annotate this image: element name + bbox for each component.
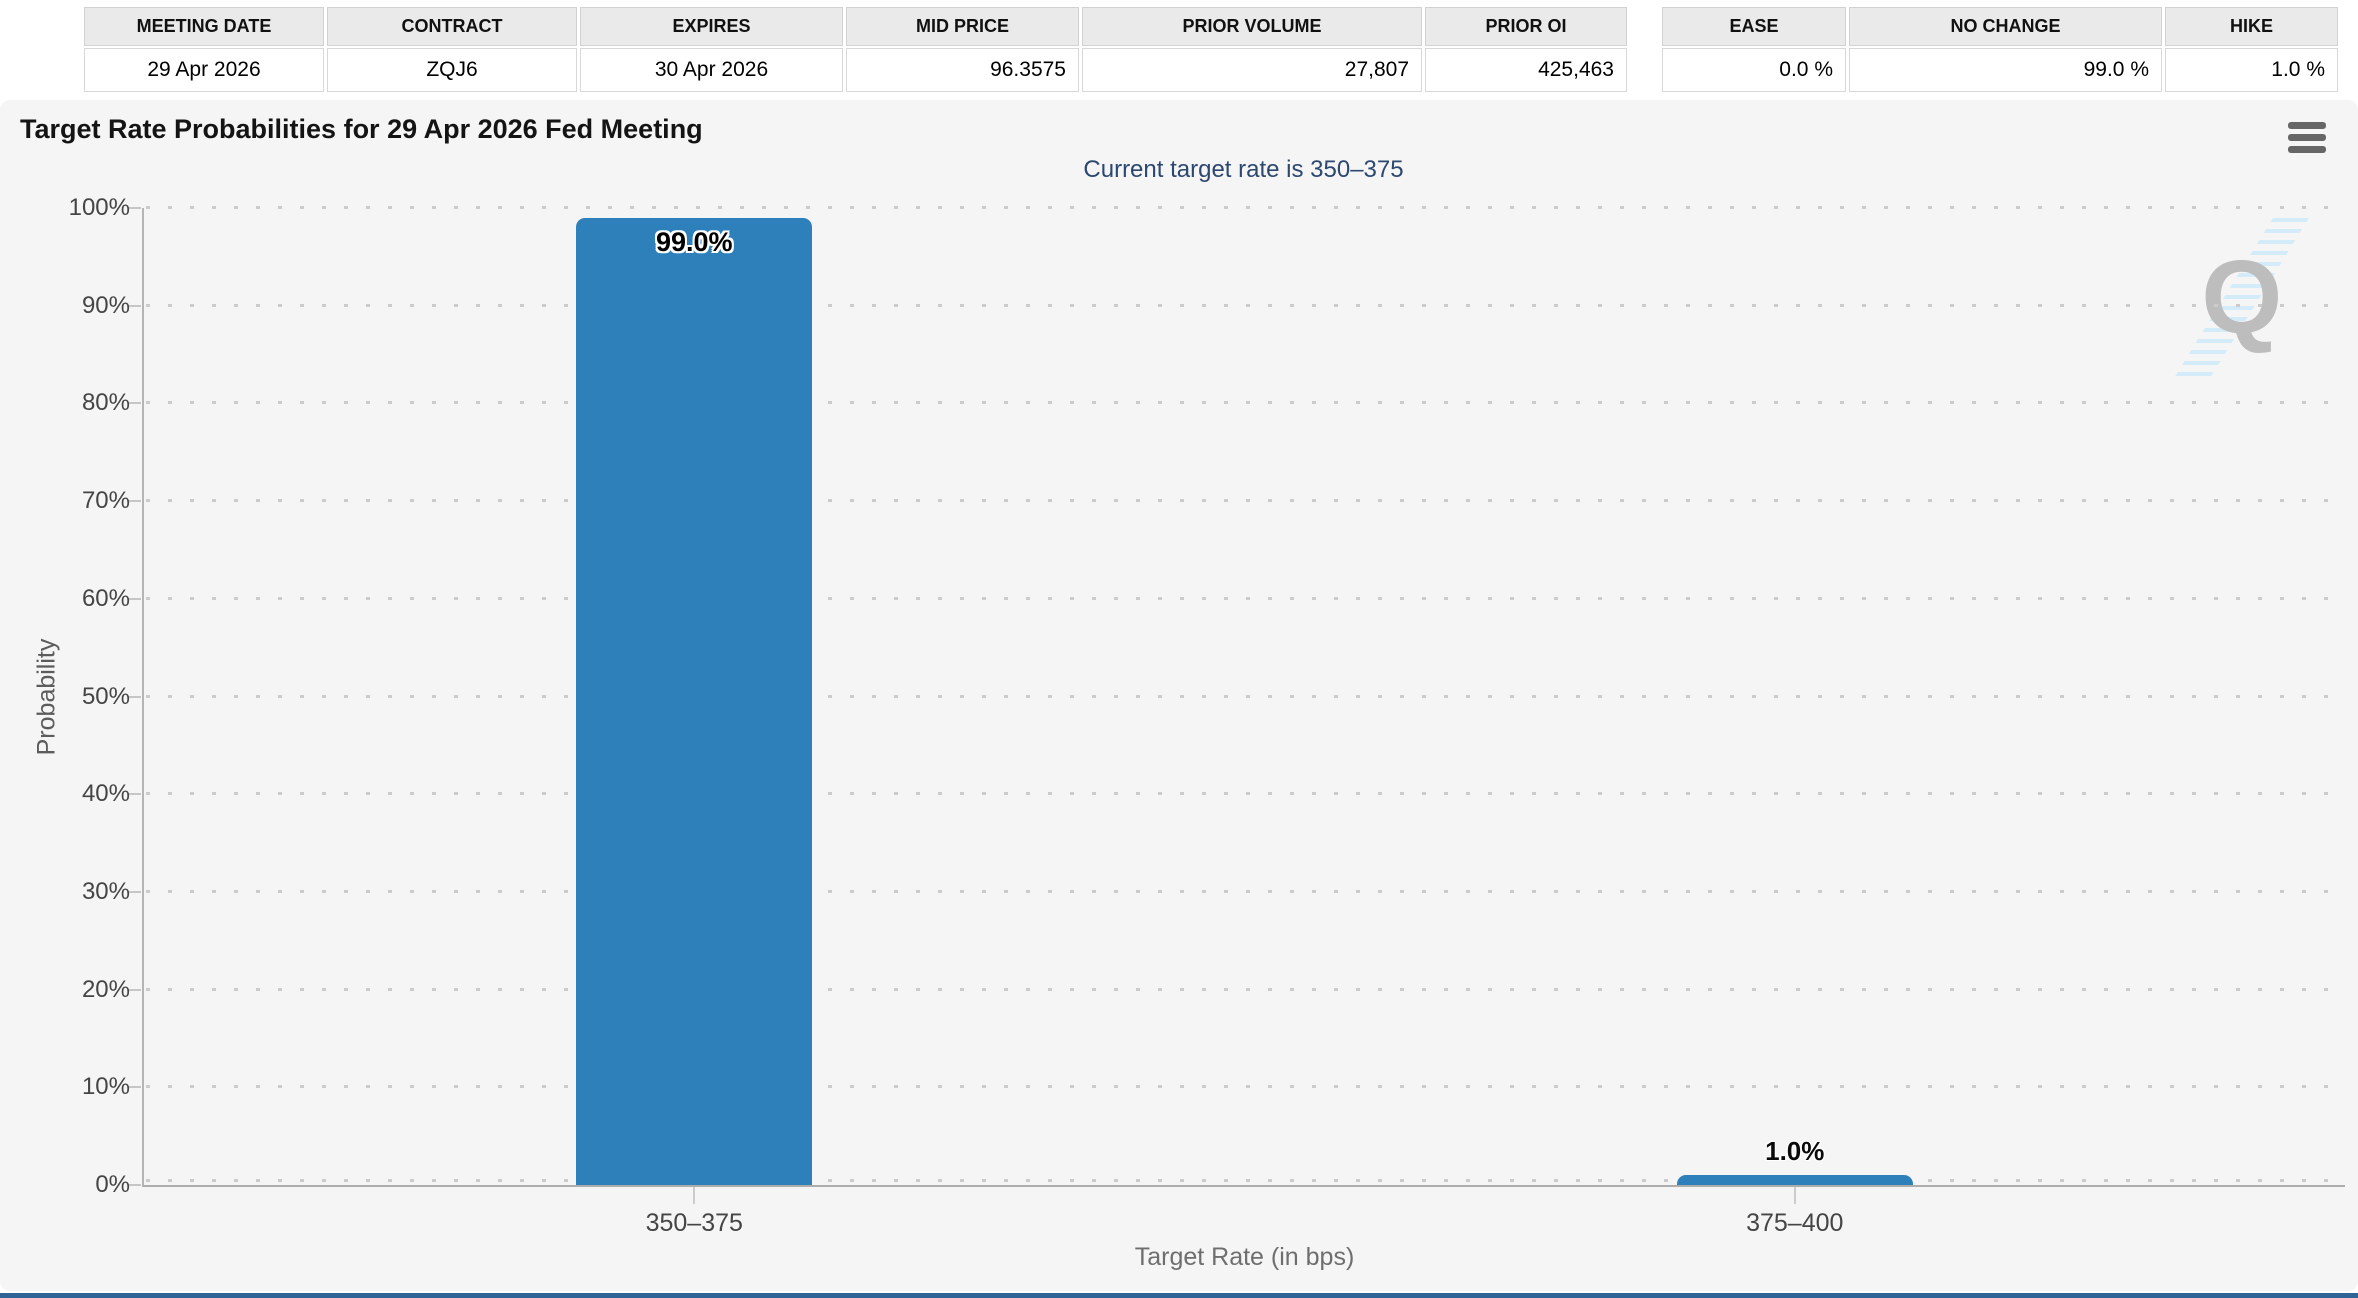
expires-value: 30 Apr 2026 bbox=[580, 48, 843, 92]
column-header-hike: HIKE bbox=[2165, 7, 2338, 46]
meeting-date-value: 29 Apr 2026 bbox=[84, 48, 324, 92]
y-axis-tick bbox=[128, 207, 141, 209]
quikstrike-watermark: Q bbox=[2162, 218, 2312, 378]
y-axis-tick-label: 100% bbox=[68, 194, 130, 221]
y-axis-tick bbox=[128, 890, 141, 893]
no-change-probability-value: 99.0 % bbox=[1849, 48, 2162, 92]
y-axis-tick bbox=[128, 695, 141, 698]
gridline bbox=[146, 303, 2345, 307]
y-axis-tick-label: 80% bbox=[81, 389, 130, 417]
column-header-prior-volume: PRIOR VOLUME bbox=[1082, 7, 1422, 46]
gridline bbox=[146, 499, 2345, 503]
gridline bbox=[146, 1179, 2345, 1182]
table-value-row: 0.0 % 99.0 % 1.0 % bbox=[1662, 48, 2338, 92]
rate-action-probability-table: EASE NO CHANGE HIKE 0.0 % 99.0 % 1.0 % bbox=[1659, 5, 2341, 94]
column-header-contract: CONTRACT bbox=[327, 7, 577, 46]
y-axis-tick-label: 20% bbox=[81, 975, 130, 1003]
x-axis-tick-label: 375–400 bbox=[1746, 1209, 1844, 1237]
column-header-meeting-date: MEETING DATE bbox=[84, 7, 324, 46]
gridline bbox=[146, 792, 2345, 796]
bar-value-label: 99.0% bbox=[655, 226, 733, 257]
y-axis-tick bbox=[128, 793, 141, 796]
x-axis-title: Target Rate (in bps) bbox=[1134, 1243, 1355, 1271]
chart-subtitle: Current target rate is 350–375 bbox=[1083, 156, 1404, 183]
mid-price-value: 96.3575 bbox=[846, 48, 1079, 92]
column-header-mid-price: MID PRICE bbox=[846, 7, 1079, 46]
y-axis-tick bbox=[128, 500, 141, 503]
y-axis-tick bbox=[128, 597, 141, 600]
gridline bbox=[146, 694, 2345, 698]
gridline bbox=[146, 596, 2345, 600]
y-axis-tick-label: 30% bbox=[81, 877, 130, 905]
gridline bbox=[146, 206, 2345, 209]
chart-title: Target Rate Probabilities for 29 Apr 202… bbox=[20, 114, 703, 144]
watermark-q-letter: Q bbox=[2201, 239, 2283, 356]
column-header-ease: EASE bbox=[1662, 7, 1846, 46]
plot-area: Probability Target Rate (in bps) 0% 10% 20… bbox=[33, 195, 2345, 1271]
gridline bbox=[146, 1085, 2345, 1089]
chart-panel: Target Rate Probabilities for 29 Apr 202… bbox=[0, 100, 2358, 1291]
y-axis-tick-label: 90% bbox=[81, 291, 130, 319]
prior-oi-value: 425,463 bbox=[1425, 48, 1627, 92]
gridline bbox=[146, 401, 2345, 405]
hike-probability-value: 1.0 % bbox=[2165, 48, 2338, 92]
y-axis-tick-label: 10% bbox=[81, 1073, 130, 1101]
y-axis-tick-label: 70% bbox=[81, 487, 130, 515]
y-axis-tick bbox=[128, 402, 141, 405]
hamburger-menu-icon[interactable] bbox=[2288, 122, 2326, 158]
ease-probability-value: 0.0 % bbox=[1662, 48, 1846, 92]
gridline bbox=[146, 987, 2345, 991]
prior-volume-value: 27,807 bbox=[1082, 48, 1422, 92]
bottom-accent-bar bbox=[0, 1293, 2358, 1298]
x-axis-tick-label: 350–375 bbox=[645, 1209, 743, 1237]
table-header-row: MEETING DATE CONTRACT EXPIRES MID PRICE … bbox=[84, 7, 1627, 46]
y-axis-tick-label: 40% bbox=[81, 780, 130, 808]
bar-value-label: 1.0% bbox=[1765, 1136, 1825, 1167]
x-axis-tick bbox=[693, 1187, 696, 1204]
probability-bar[interactable]: 1.0% bbox=[1676, 1136, 1913, 1185]
y-axis-tick-label: 50% bbox=[81, 682, 130, 710]
probability-bar[interactable]: 99.0% bbox=[576, 217, 813, 1185]
column-header-no-change: NO CHANGE bbox=[1849, 7, 2162, 46]
y-axis-tick bbox=[128, 988, 141, 991]
table-header-row: EASE NO CHANGE HIKE bbox=[1662, 7, 2338, 46]
y-axis-tick bbox=[128, 1184, 141, 1186]
table-value-row: 29 Apr 2026 ZQJ6 30 Apr 2026 96.3575 27,… bbox=[84, 48, 1627, 92]
contract-value: ZQJ6 bbox=[327, 48, 577, 92]
y-axis-tick-label: 60% bbox=[81, 584, 130, 612]
y-axis-tick bbox=[128, 1086, 141, 1089]
contract-info-table: MEETING DATE CONTRACT EXPIRES MID PRICE … bbox=[81, 5, 1630, 94]
y-axis-tick bbox=[128, 304, 141, 307]
column-header-expires: EXPIRES bbox=[580, 7, 843, 46]
y-axis-tick-label: 0% bbox=[95, 1171, 130, 1198]
x-axis-tick bbox=[1793, 1187, 1796, 1204]
gridline bbox=[146, 889, 2345, 893]
column-header-prior-oi: PRIOR OI bbox=[1425, 7, 1627, 46]
